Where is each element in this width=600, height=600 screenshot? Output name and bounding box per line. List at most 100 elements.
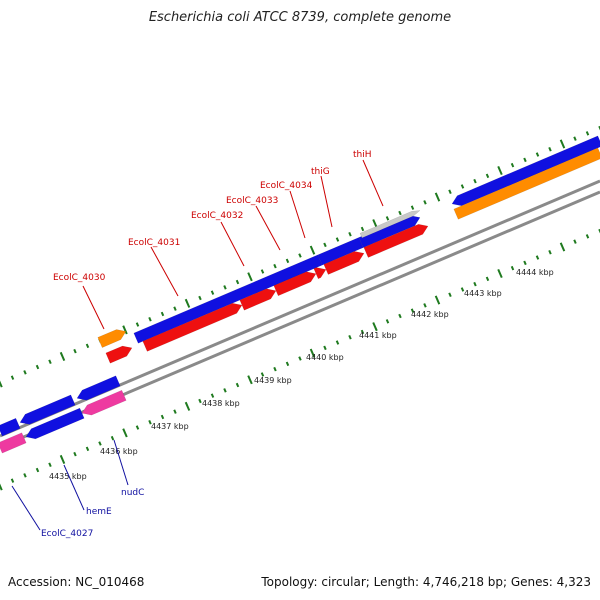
scale-tick	[497, 165, 503, 176]
gene-feature[interactable]	[359, 210, 421, 239]
gene-label-hemE[interactable]: hemE	[86, 507, 112, 517]
scale-tick	[323, 242, 327, 248]
gene-label-EcolC_4032[interactable]: EcolC_4032	[191, 211, 243, 221]
scale-tick	[598, 125, 600, 131]
scale-tick	[210, 290, 215, 295]
gene-feature[interactable]	[25, 407, 85, 440]
gene-label-EcolC_4027[interactable]: EcolC_4027	[41, 529, 93, 539]
scale-tick	[260, 269, 265, 274]
scale-tick	[448, 189, 452, 194]
gene-feature[interactable]	[0, 432, 27, 454]
scale-tick	[35, 364, 40, 370]
gene-feature[interactable]	[363, 223, 429, 258]
gene-feature[interactable]	[19, 394, 76, 425]
scale-tick	[497, 268, 503, 279]
kbp-label: 4441 kbp	[359, 331, 397, 340]
scale-tick	[48, 462, 52, 467]
gene-label-nudC[interactable]: nudC	[121, 488, 144, 498]
scale-tick	[548, 147, 552, 152]
scale-tick	[122, 428, 128, 438]
scale-tick	[247, 375, 253, 385]
scale-tick	[73, 348, 77, 354]
scale-tick	[148, 317, 152, 322]
scale-tick	[10, 375, 15, 380]
scale-tick	[485, 276, 490, 282]
gene-feature[interactable]	[133, 254, 323, 344]
gene-feature[interactable]	[453, 147, 600, 220]
kbp-label: 4443 kbp	[464, 289, 502, 298]
scale-tick	[59, 454, 66, 464]
scale-tick	[110, 435, 115, 441]
scale-tick	[535, 255, 540, 260]
gene-label-thiG[interactable]: thiG	[311, 167, 330, 177]
scale-tick	[48, 359, 52, 364]
kbp-label: 4442 kbp	[411, 310, 449, 319]
scale-tick	[173, 409, 177, 414]
scale-tick	[598, 228, 600, 234]
kbp-label: 4436 kbp	[100, 447, 138, 456]
gene-label-EcolC_4033[interactable]: EcolC_4033	[226, 196, 278, 206]
gene-feature[interactable]	[76, 375, 121, 401]
gene-label-EcolC_4030[interactable]: EcolC_4030	[53, 273, 106, 283]
scale-tick	[160, 414, 165, 420]
gene-label-thiH[interactable]: thiH	[353, 150, 372, 160]
scale-tick	[573, 239, 577, 244]
scale-tick	[348, 335, 352, 340]
scale-tick	[273, 263, 277, 269]
scale-tick	[260, 372, 265, 377]
scale-tick	[59, 351, 66, 361]
genome-summary-text: Topology: circular; Length: 4,746,218 bp…	[261, 575, 591, 589]
scale-tick	[523, 157, 527, 163]
scale-tick	[23, 473, 27, 478]
gene-features	[0, 135, 600, 454]
scale-tick	[385, 216, 390, 221]
accession-text: Accession: NC_010468	[8, 575, 145, 589]
bottom-gene-labels: nudC hemE EcolC_4027	[11, 439, 144, 539]
scale-tick	[235, 382, 240, 388]
scale-tick	[35, 467, 40, 473]
scale-tick	[473, 178, 477, 184]
gene-feature[interactable]	[81, 389, 127, 416]
scale-tick	[184, 298, 191, 308]
scale-tick	[423, 200, 427, 205]
scale-tick	[548, 250, 552, 255]
scale-tick	[85, 343, 90, 349]
scale-tick	[385, 319, 390, 324]
scale-tick	[173, 306, 177, 311]
outer-tick-track	[0, 125, 600, 388]
scale-tick	[360, 226, 365, 232]
gene-feature[interactable]	[97, 329, 127, 348]
kbp-label: 4435 kbp	[49, 472, 87, 481]
map-title: Escherichia coli ATCC 8739, complete gen…	[148, 10, 452, 25]
scale-tick	[434, 295, 441, 305]
scale-tick	[348, 232, 352, 237]
gene-feature[interactable]	[239, 288, 277, 311]
scale-tick	[559, 139, 566, 149]
scale-tick	[573, 136, 577, 141]
scale-tick	[448, 292, 452, 297]
scale-tick	[10, 478, 15, 483]
scale-tick	[410, 308, 415, 313]
gene-feature[interactable]	[105, 345, 133, 364]
scale-tick	[198, 295, 202, 301]
gene-feature[interactable]	[142, 302, 243, 352]
scale-tick	[309, 245, 316, 255]
scale-tick	[398, 313, 402, 319]
scale-tick	[23, 370, 27, 375]
kbp-label: 4440 kbp	[306, 353, 344, 362]
scale-tick	[135, 322, 140, 327]
gene-feature[interactable]	[0, 417, 21, 437]
scale-tick	[184, 401, 191, 411]
gene-feature[interactable]	[313, 267, 327, 280]
scale-tick	[434, 192, 441, 202]
scale-tick	[160, 311, 165, 317]
kbp-scale: 4435 kbp 4436 kbp 4437 kbp 4438 kbp 4439…	[49, 268, 554, 481]
kbp-label: 4438 kbp	[202, 399, 240, 408]
gene-label-EcolC_4031[interactable]: EcolC_4031	[128, 238, 180, 248]
gene-label-EcolC_4034[interactable]: EcolC_4034	[260, 181, 313, 191]
scale-tick	[223, 285, 227, 290]
scale-tick	[535, 152, 540, 157]
gene-feature[interactable]	[323, 251, 365, 275]
gene-feature[interactable]	[273, 271, 317, 297]
